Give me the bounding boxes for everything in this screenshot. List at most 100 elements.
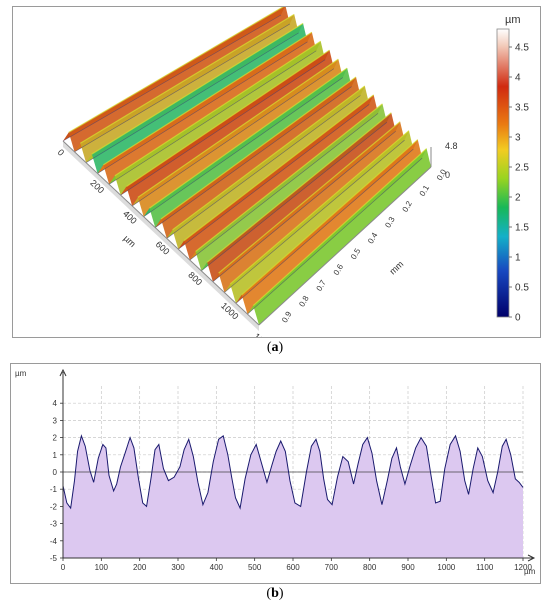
- ridge-crest: [195, 103, 383, 252]
- ridge-valley: [143, 77, 343, 218]
- x-tick-label: 1200: [514, 563, 532, 572]
- ridge-valley: [235, 148, 414, 304]
- caption-a: (a): [266, 340, 284, 355]
- y-tick-labels: 4 3 2 1 0 -1 -2 -3 -4 -5: [50, 399, 63, 563]
- x-axis-unit: µm: [122, 233, 138, 249]
- ridge-crest: [206, 112, 392, 263]
- y-tick-label: 0.1: [418, 183, 432, 198]
- ridge-crest: [137, 58, 339, 198]
- y-tick-label: 4: [53, 399, 58, 408]
- caption-a-letter: a: [271, 340, 279, 355]
- figure-b-panel: 0 100 200 300 400 500 600 700 800 900 1000 1100 1200…: [10, 363, 541, 584]
- x-tick-label: 800: [363, 563, 377, 572]
- ridge-crest: [149, 67, 348, 209]
- y-tick-label: 0.6: [332, 262, 346, 277]
- ridge-face: [184, 94, 379, 261]
- y-tick-label: 0.4: [366, 231, 380, 246]
- colorbar-unit: µm: [505, 14, 521, 26]
- colorbar-tick-label: 1.5: [515, 223, 529, 234]
- ridge-face: [161, 77, 361, 239]
- ridge-valley: [97, 41, 308, 174]
- y-tick-label: 3: [53, 416, 58, 425]
- ridge-face: [114, 41, 326, 196]
- y-tick-label: -4: [50, 537, 58, 546]
- caption-b-letter: b: [271, 586, 279, 601]
- ridge-crest: [79, 13, 295, 144]
- surface-ridges: [62, 7, 431, 331]
- ridge-face: [195, 103, 387, 271]
- ridge-valley: [201, 122, 388, 272]
- x-tick-label: 700: [325, 563, 339, 572]
- colorbar-tick-label: 3.5: [515, 103, 529, 114]
- y-axis-unit: mm: [388, 259, 406, 277]
- y-tick-label: 0.9: [280, 310, 294, 325]
- x-tick-label: 1100: [476, 563, 494, 572]
- colorbar-tick-label: 4: [515, 73, 521, 84]
- ridge-valley: [212, 130, 396, 282]
- ridge-face: [126, 50, 334, 206]
- ridge-valley: [120, 59, 326, 196]
- ridge-valley: [166, 95, 361, 239]
- ridge-crest: [91, 22, 304, 155]
- colorbar: [496, 28, 510, 318]
- colorbar-tick-label: 2: [515, 193, 521, 204]
- ridge-valley: [62, 14, 282, 142]
- x-tick-label: 400: [210, 563, 224, 572]
- y-tick-label: -1: [50, 485, 58, 494]
- ridge-face: [218, 121, 405, 293]
- ridge-valley: [189, 113, 379, 261]
- y-tick-label: 2: [53, 434, 58, 443]
- y-tick-label: 0: [53, 468, 58, 477]
- x-tick-label: 900: [401, 563, 415, 572]
- colorbar-tick-label: 1: [515, 253, 521, 264]
- ridge-face: [149, 68, 352, 228]
- colorbar-tick-label: 0: [515, 313, 521, 324]
- ridge-face: [172, 85, 370, 250]
- x-tick-label: 100: [95, 563, 109, 572]
- ridge-face: [241, 139, 423, 315]
- colorbar-tick-labels: 4.5 4 3.5 3 2.5 2 1.5 1 0.5 0: [509, 43, 529, 324]
- ridge-valley: [247, 157, 423, 315]
- x-tick-label: 0: [56, 147, 66, 158]
- x-axis-label: µm: [524, 567, 536, 576]
- ridge-valley: [224, 139, 405, 293]
- y-tick-label: 1: [53, 451, 58, 460]
- ridge-valley: [178, 104, 370, 250]
- ridge-face: [68, 7, 290, 152]
- ridge-valley: [131, 68, 335, 207]
- y-axis-arrow: [59, 368, 67, 377]
- profile-chart: 0 100 200 300 400 500 600 700 800 900 1000 1100 1200…: [15, 368, 536, 576]
- z-top-label: 4.8: [445, 141, 458, 151]
- caption-b: (b): [266, 586, 284, 601]
- ridge-crest: [103, 31, 313, 166]
- x-tick-label: 1200: [252, 331, 273, 337]
- colorbar-tick-label: 0.5: [515, 283, 529, 294]
- x-tick-label: 500: [248, 563, 262, 572]
- x-tick-label: 0: [61, 563, 66, 572]
- ridge-valley: [108, 50, 317, 185]
- ridge-crest: [172, 85, 366, 231]
- ridge-face: [91, 23, 308, 174]
- ridge-valley: [85, 32, 299, 163]
- ridge-crest: [114, 40, 322, 177]
- ridge-face: [230, 130, 414, 304]
- y-axis-label: µm: [15, 369, 27, 378]
- y-axis-line: [258, 166, 432, 326]
- ridge-face: [103, 32, 317, 185]
- y-tick-label: 0.7: [315, 278, 329, 293]
- ridge-face: [253, 148, 431, 325]
- x-tick-label: 1000: [219, 300, 240, 321]
- ridge-face: [137, 59, 343, 217]
- x-axis-line: [62, 140, 260, 326]
- x-tick-label: 300: [171, 563, 185, 572]
- x-tick-labels: 0 100 200 300 400 500 600 700 800 900 1000 1100 1200: [61, 558, 532, 572]
- y-tick-label: -5: [50, 554, 58, 563]
- profile-fill: [63, 435, 523, 558]
- ridge-crest: [183, 94, 375, 242]
- profile-line: [62, 434, 524, 510]
- x-tick-label: 600: [286, 563, 300, 572]
- surface-3d-plot: 4.8 0 020040060080010001200 µm 0.00.10.2…: [56, 7, 529, 337]
- y-tick-label: 0.3: [383, 215, 397, 230]
- ridge-valley: [155, 86, 352, 228]
- ridge-crest: [68, 7, 284, 133]
